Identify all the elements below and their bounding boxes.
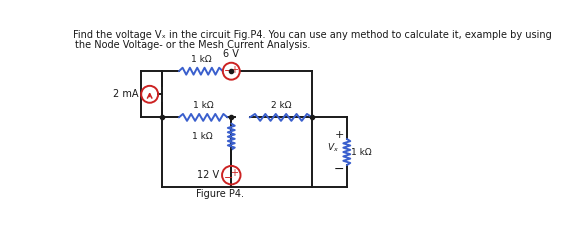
Text: 1 kΩ: 1 kΩ <box>193 102 214 110</box>
Text: 6 V: 6 V <box>223 49 239 59</box>
Text: $V_x$: $V_x$ <box>327 141 339 154</box>
Text: −: − <box>334 162 344 176</box>
Text: +: + <box>230 66 238 75</box>
Text: 1 kΩ: 1 kΩ <box>192 132 213 141</box>
Text: +: + <box>230 168 237 178</box>
Text: −: − <box>223 66 233 76</box>
Text: Figure P4.: Figure P4. <box>196 189 244 199</box>
Text: the Node Voltage- or the Mesh Current Analysis.: the Node Voltage- or the Mesh Current An… <box>75 40 310 50</box>
Text: 2 mA: 2 mA <box>113 89 138 99</box>
Text: −: − <box>224 173 234 183</box>
Text: 12 V: 12 V <box>197 170 219 180</box>
Text: 2 kΩ: 2 kΩ <box>271 102 291 110</box>
Text: Find the voltage Vₓ in the circuit Fig.P4. You can use any method to calculate i: Find the voltage Vₓ in the circuit Fig.P… <box>73 30 551 40</box>
Text: 1 kΩ: 1 kΩ <box>191 55 211 64</box>
Text: 1 kΩ: 1 kΩ <box>351 148 372 157</box>
Text: +: + <box>335 130 344 140</box>
